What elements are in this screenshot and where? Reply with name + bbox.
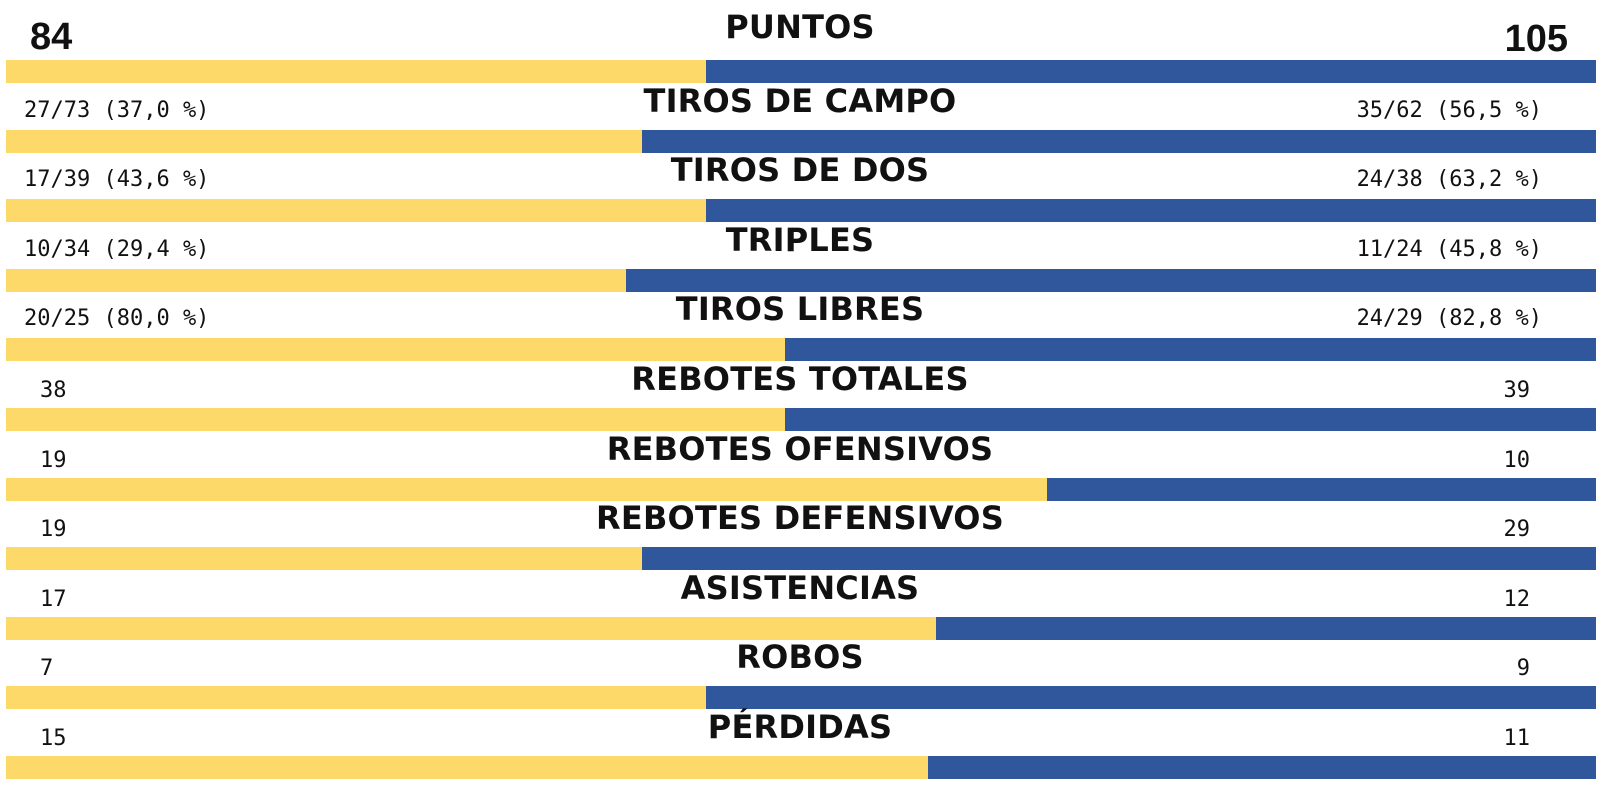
- right-team-value: 11/24 (45,8 %): [1356, 236, 1542, 262]
- right-team-value: 29: [1503, 517, 1531, 543]
- stat-row: TIROS LIBRES 20/25 (80,0 %) 24/29 (82,8 %): [0, 278, 1600, 362]
- left-team-bar: [6, 756, 929, 779]
- right-team-value: 35/62 (56,5 %): [1356, 97, 1542, 123]
- comparison-bar: [6, 60, 1596, 83]
- stat-label: TIROS LIBRES: [675, 290, 925, 329]
- left-team-bar: [6, 338, 786, 362]
- stat-row: TRIPLES 10/34 (29,4 %) 11/24 (45,8 %): [0, 209, 1600, 292]
- stat-label: ROBOS: [736, 638, 864, 677]
- left-team-bar: [6, 199, 706, 223]
- stat-row: TIROS DE CAMPO 27/73 (37,0 %) 35/62 (56,5 …: [0, 70, 1600, 153]
- comparison-bar: [6, 756, 1596, 779]
- comparison-bar: [6, 129, 1596, 153]
- comparison-bar: [6, 338, 1596, 362]
- stat-row: PÉRDIDAS 15 11: [0, 696, 1600, 779]
- right-team-value: 39: [1503, 378, 1531, 403]
- right-team-bar: [705, 686, 1596, 710]
- right-team-bar: [785, 408, 1596, 431]
- right-team-bar: [642, 547, 1596, 571]
- stat-label: TIROS DE DOS: [670, 151, 930, 190]
- comparison-bar: [6, 616, 1596, 640]
- right-team-bar: [705, 60, 1596, 83]
- left-team-bar: [6, 408, 786, 431]
- right-team-value: 12: [1503, 586, 1531, 612]
- stat-row: REBOTES OFENSIVOS 19 10: [0, 418, 1600, 501]
- right-team-bar: [928, 756, 1596, 779]
- left-team-value: 19: [40, 517, 67, 543]
- stat-label: REBOTES DEFENSIVOS: [596, 499, 1004, 538]
- right-team-bar: [626, 268, 1596, 292]
- left-team-value: 19: [40, 447, 67, 473]
- stat-label: REBOTES OFENSIVOS: [606, 429, 994, 468]
- left-team-value: 17/39 (43,6 %): [24, 167, 210, 193]
- right-team-bar: [705, 199, 1596, 223]
- left-team-value: 20/25 (80,0 %): [24, 306, 210, 332]
- left-team-value: 84: [30, 16, 73, 58]
- left-team-value: 7: [40, 656, 54, 682]
- stat-label: TRIPLES: [725, 220, 875, 259]
- stat-label: ASISTENCIAS: [680, 568, 920, 607]
- stat-label: TIROS DE CAMPO: [643, 81, 957, 120]
- left-team-bar: [6, 129, 642, 153]
- left-team-bar: [6, 547, 642, 571]
- comparison-bar: [6, 477, 1596, 501]
- comparison-bar: [6, 547, 1596, 571]
- comparison-bar: [6, 199, 1596, 223]
- left-team-bar: [6, 268, 627, 292]
- right-team-value: 24/38 (63,2 %): [1356, 167, 1542, 193]
- left-team-bar: [6, 616, 937, 640]
- left-team-bar: [6, 686, 706, 710]
- right-team-bar: [785, 338, 1596, 362]
- left-team-bar: [6, 60, 706, 83]
- stat-row: REBOTES TOTALES 38 39: [0, 348, 1600, 431]
- right-team-value: 24/29 (82,8 %): [1356, 306, 1542, 332]
- stat-row: ROBOS 7 9: [0, 626, 1600, 710]
- right-team-value: 10: [1503, 447, 1531, 473]
- right-team-value: 11: [1503, 726, 1531, 751]
- left-team-value: 38: [40, 378, 67, 403]
- left-team-value: 15: [40, 726, 67, 751]
- stat-label: PÉRDIDAS: [707, 708, 893, 746]
- stat-row: ASISTENCIAS 17 12: [0, 557, 1600, 640]
- right-team-bar: [1047, 477, 1596, 501]
- right-team-value: 9: [1516, 656, 1530, 682]
- stat-row: TIROS DE DOS 17/39 (43,6 %) 24/38 (63,2 %): [0, 139, 1600, 223]
- right-team-value: 105: [1504, 18, 1568, 60]
- comparison-bar: [6, 408, 1596, 431]
- left-team-bar: [6, 477, 1048, 501]
- stat-row: REBOTES DEFENSIVOS 19 29: [0, 487, 1600, 571]
- comparison-bar: [6, 686, 1596, 710]
- left-team-value: 10/34 (29,4 %): [24, 236, 210, 262]
- right-team-bar: [936, 616, 1596, 640]
- left-team-value: 27/73 (37,0 %): [24, 97, 210, 123]
- comparison-bar: [6, 268, 1596, 292]
- stat-label: REBOTES TOTALES: [631, 360, 969, 398]
- right-team-bar: [642, 129, 1596, 153]
- stat-row: PUNTOS 84 105: [0, 0, 1600, 83]
- left-team-value: 17: [40, 586, 67, 612]
- stat-label: PUNTOS: [725, 8, 875, 46]
